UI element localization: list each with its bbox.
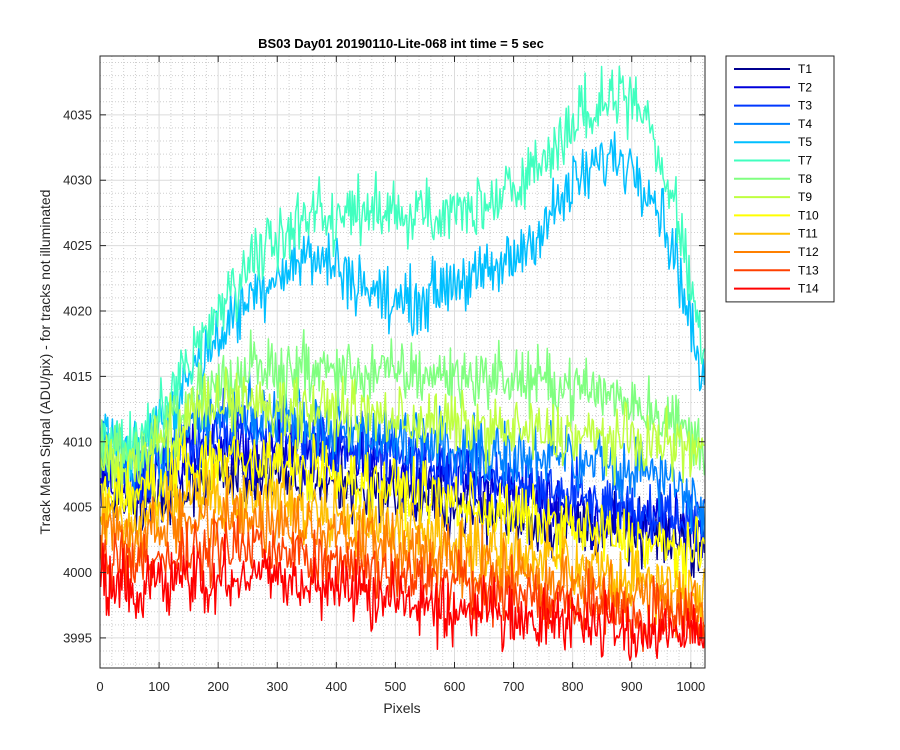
legend-label-t5: T5	[798, 135, 812, 149]
series-line-t4	[100, 371, 705, 540]
x-tick-label: 600	[444, 679, 466, 694]
legend-label-t4: T4	[798, 117, 812, 131]
y-tick-label: 4035	[63, 107, 92, 122]
x-tick-label: 400	[325, 679, 347, 694]
legend-label-t3: T3	[798, 99, 812, 113]
x-tick-label: 900	[621, 679, 643, 694]
y-tick-label: 4010	[63, 434, 92, 449]
series-line-t12	[100, 487, 705, 638]
legend-label-t10: T10	[798, 208, 819, 222]
x-tick-label: 100	[148, 679, 170, 694]
x-tick-label: 200	[207, 679, 229, 694]
series-line-t14	[100, 533, 705, 662]
x-tick-label: 300	[266, 679, 288, 694]
chart-title: BS03 Day01 20190110-Lite-068 int time = …	[258, 36, 544, 51]
y-axis-label: Track Mean Signal (ADU/pix) - for tracks…	[37, 190, 53, 535]
legend-label-t2: T2	[798, 80, 812, 94]
x-tick-label: 500	[385, 679, 407, 694]
legend-label-t12: T12	[798, 245, 819, 259]
series-line-t10	[100, 428, 705, 599]
legend-label-t8: T8	[798, 172, 812, 186]
axes: 0 100 200 300 400 500 600 700 800 900 1000 3995 4000…	[63, 55, 706, 694]
legend-label-t14: T14	[798, 282, 819, 296]
legend-label-t13: T13	[798, 263, 819, 277]
legend: T1 T2 T3 T4 T5 T7 T8 T9 T10 T11 T12 T13 T14	[725, 55, 835, 303]
legend-label-t9: T9	[798, 190, 812, 204]
y-tick-label: 4000	[63, 565, 92, 580]
x-tick-label: 1000	[676, 679, 705, 694]
y-tick-label: 3995	[63, 630, 92, 645]
x-axis-label: Pixels	[383, 700, 420, 716]
y-tick-label: 4020	[63, 304, 92, 319]
x-tick-label: 700	[503, 679, 525, 694]
y-tick-label: 4025	[63, 238, 92, 253]
legend-label-t1: T1	[798, 62, 812, 76]
x-tick-label: 800	[562, 679, 584, 694]
legend-label-t11: T11	[798, 227, 818, 241]
y-tick-label: 4030	[63, 173, 92, 188]
y-tick-label: 4005	[63, 500, 92, 515]
plot-series	[100, 65, 705, 662]
series-line-t7	[100, 65, 705, 479]
y-tick-label: 4015	[63, 369, 92, 384]
series-line-t8	[100, 328, 705, 479]
plot-area-border	[99, 55, 706, 669]
series-line-t9	[100, 367, 705, 499]
legend-label-t7: T7	[798, 154, 812, 168]
x-tick-label: 0	[96, 679, 103, 694]
series-line-t13	[100, 515, 705, 653]
series-line-t11	[100, 457, 705, 628]
